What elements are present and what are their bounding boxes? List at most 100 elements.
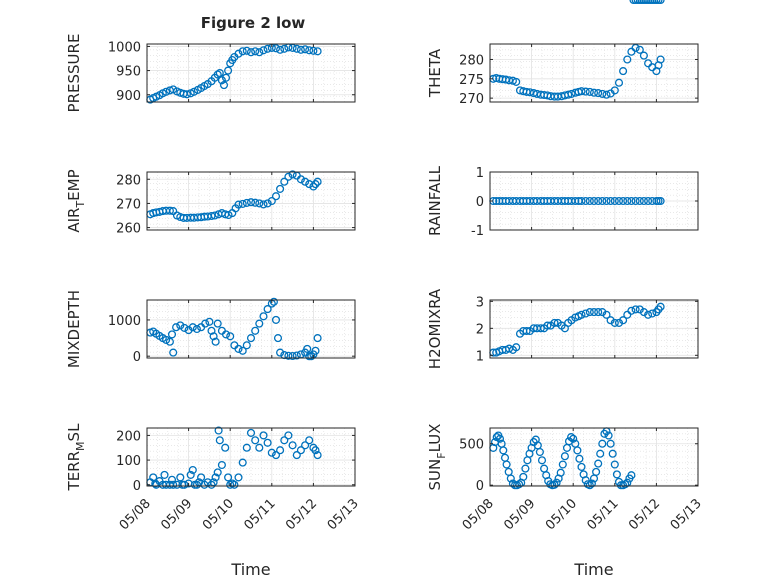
data-point: [307, 352, 316, 361]
data-point: [614, 196, 624, 206]
data-point: [182, 90, 191, 99]
data-point: [176, 473, 185, 482]
data-point: [610, 318, 619, 327]
data-point: [238, 199, 247, 208]
data-point: [631, 196, 640, 206]
data-point: [255, 319, 264, 328]
data-point: [221, 443, 230, 452]
data-point: [573, 446, 582, 455]
data-point: [301, 441, 310, 450]
data-point: [226, 332, 235, 341]
data-point: [169, 348, 178, 357]
data-point: [564, 90, 573, 99]
data-point: [585, 481, 594, 490]
x-tick-label: 05/09: [501, 496, 538, 533]
x-tick-label: 05/11: [585, 496, 622, 533]
axes-box: [489, 299, 699, 359]
x-axis-label-left: Time: [230, 560, 270, 579]
x-tick-label: 05/12: [283, 496, 320, 533]
axes-box: [146, 299, 356, 359]
data-point: [215, 68, 224, 78]
y-axis-label: TERRMSL: [65, 423, 87, 492]
data-point: [188, 323, 197, 332]
data-point: [251, 47, 260, 56]
data-point: [246, 334, 256, 343]
data-point: [589, 308, 599, 317]
data-point: [627, 471, 636, 480]
data-point: [537, 456, 547, 465]
y-tick-label: 280: [116, 173, 141, 188]
data-point: [205, 317, 214, 326]
data-point: [656, 0, 665, 5]
data-point: [502, 460, 511, 469]
data-point: [506, 474, 515, 483]
x-tick-label: 05/12: [626, 496, 663, 533]
data-point: [594, 308, 603, 317]
data-point: [263, 199, 272, 208]
data-point: [635, 196, 644, 206]
data-point: [263, 438, 272, 447]
y-tick-label: 200: [116, 429, 141, 444]
y-axis-label: H2OMIXRA: [426, 288, 444, 369]
figure-title: Figure 2 low: [201, 14, 306, 32]
data-point: [172, 323, 181, 332]
y-tick-label: 1000: [108, 314, 141, 329]
data-point: [577, 310, 586, 319]
data-point: [263, 305, 272, 314]
subplot-rainfall: -1 0 1 RAINFALL: [426, 165, 699, 239]
data-point: [594, 196, 603, 206]
data-point: [288, 170, 297, 179]
data-point: [619, 196, 628, 206]
data-point: [165, 206, 174, 215]
data-point: [656, 302, 665, 311]
y-axis-label: RAINFALL: [426, 165, 444, 236]
x-tick-label: 05/08: [117, 496, 154, 533]
data-point: [271, 44, 281, 53]
data-point: [644, 196, 653, 206]
y-axis-label: THETA: [426, 48, 444, 98]
data-point: [276, 446, 285, 455]
data-point: [211, 473, 220, 482]
data-point: [309, 443, 318, 452]
x-tick-label: 05/10: [543, 496, 580, 533]
data-point: [284, 172, 293, 181]
y-tick-label: 2: [476, 322, 484, 337]
y-tick-label: 500: [459, 438, 484, 453]
data-point: [596, 449, 605, 458]
data-point: [276, 348, 285, 357]
data-point: [644, 310, 653, 319]
data-point: [296, 45, 305, 54]
data-point: [592, 467, 601, 476]
axes-box: [489, 43, 699, 103]
data-point: [311, 180, 320, 189]
data-point: [313, 47, 322, 56]
data-point: [284, 431, 293, 440]
axes-box: [489, 427, 699, 487]
data-point: [209, 332, 218, 341]
data-point: [535, 447, 544, 457]
data-point: [197, 473, 206, 482]
data-point: [296, 175, 305, 184]
data-point: [558, 460, 567, 469]
data-point: [623, 196, 632, 206]
data-point: [585, 87, 594, 96]
data-point: [215, 436, 224, 445]
data-point: [635, 45, 644, 54]
data-point: [251, 326, 260, 335]
y-tick-label: -1: [471, 224, 484, 239]
data-point: [585, 308, 594, 317]
data-point: [301, 45, 310, 54]
data-point: [263, 44, 272, 53]
data-point: [221, 73, 231, 82]
data-point: [623, 310, 632, 319]
data-point: [610, 196, 619, 206]
data-point: [619, 67, 628, 76]
y-tick-label: 1: [476, 349, 484, 364]
data-point: [207, 211, 216, 221]
data-point: [213, 319, 222, 328]
data-point: [522, 326, 531, 336]
data-point: [648, 309, 657, 318]
data-point: [606, 439, 615, 448]
data-point: [581, 309, 590, 318]
